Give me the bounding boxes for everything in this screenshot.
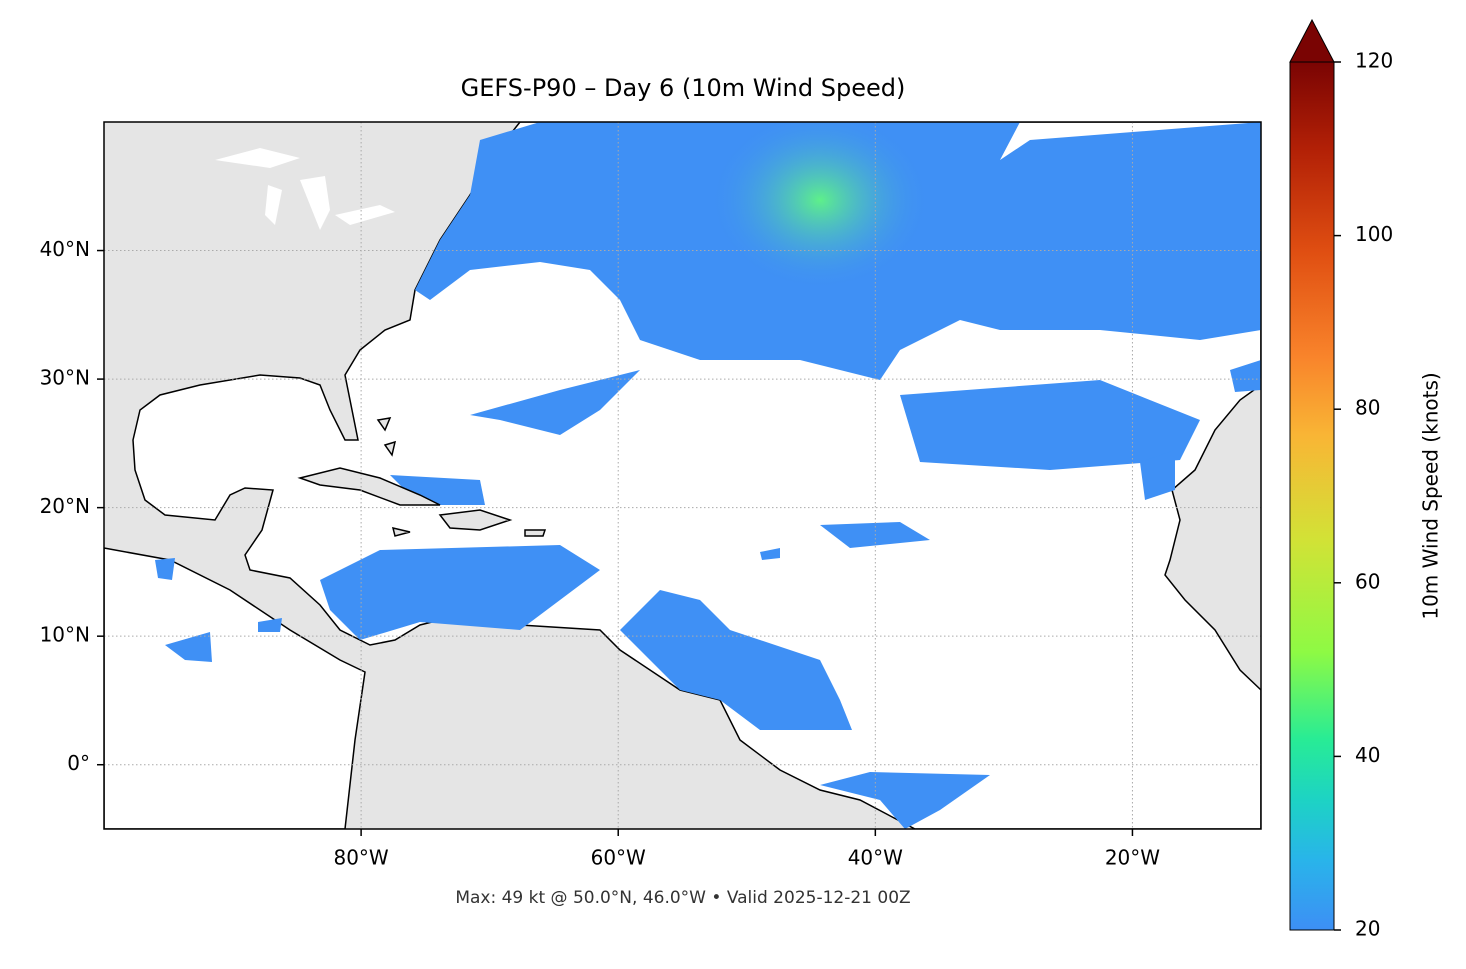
colorbar-tick-label: 60 [1355,569,1380,593]
plot-frame [103,121,1262,830]
y-tick-label: 40°N [40,237,90,261]
x-tick-label: 20°W [1105,846,1160,870]
x-tick-label: 40°W [848,846,903,870]
islands [297,417,547,537]
y-tick-label: 20°N [40,494,90,518]
pacific-ocean [104,547,366,829]
chart-title: GEFS-P90 – Day 6 (10m Wind Speed) [461,74,906,102]
colorbar-extend [1289,18,1335,63]
y-tick-label: 0° [67,751,90,775]
y-tick-label: 30°N [40,366,90,390]
colorbar-label: 10m Wind Speed (knots) [1419,372,1443,619]
colorbar [1289,61,1335,931]
colorbar-tick-label: 80 [1355,396,1380,420]
footnote: Max: 49 kt @ 50.0°N, 46.0°W • Valid 2025… [455,888,910,908]
map [104,122,1261,829]
colorbar-tick-label: 120 [1355,49,1393,73]
x-tick-label: 60°W [591,846,646,870]
colorbar-tick-label: 100 [1355,222,1393,246]
colorbar-tick-label: 20 [1355,917,1380,941]
y-tick-label: 10°N [40,623,90,647]
great-lakes [215,148,395,230]
axes: 80°W 60°W 40°W 20°W 0° 10°N 20°N 30°N 40°N 20 40 60… [40,49,1394,941]
x-tick-label: 80°W [333,846,388,870]
colorbar-tick-label: 40 [1355,743,1380,767]
wind-shading [155,122,1261,829]
grid [104,122,1261,829]
